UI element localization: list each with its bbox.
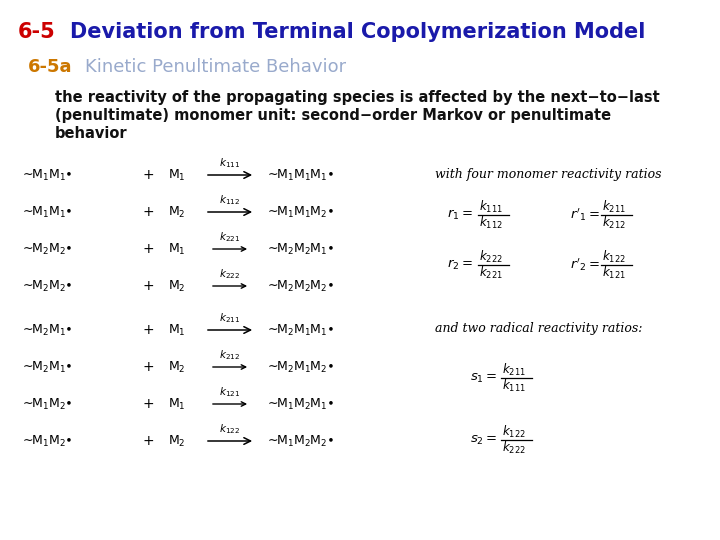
Text: $k_{111}$: $k_{111}$	[502, 378, 526, 394]
Text: +: +	[142, 205, 154, 219]
Text: $k_{221}$: $k_{221}$	[479, 265, 503, 281]
Text: 6-5: 6-5	[18, 22, 55, 42]
Text: $k_{122}$: $k_{122}$	[502, 424, 526, 440]
Text: $\mathrm{M_2}$: $\mathrm{M_2}$	[168, 434, 186, 449]
Text: $k_{121}$: $k_{121}$	[220, 385, 240, 399]
Text: $r_1 =$: $r_1 =$	[447, 208, 473, 222]
Text: $s_1 =$: $s_1 =$	[470, 372, 498, 384]
Text: Deviation from Terminal Copolymerization Model: Deviation from Terminal Copolymerization…	[70, 22, 645, 42]
Text: $r'_1 =$: $r'_1 =$	[570, 207, 600, 224]
Text: $k_{222}$: $k_{222}$	[479, 249, 503, 265]
Text: $k_{122}$: $k_{122}$	[602, 249, 626, 265]
Text: +: +	[142, 242, 154, 256]
Text: $\sim\!\!\mathrm{M_1M_1}{\bullet}$: $\sim\!\!\mathrm{M_1M_1}{\bullet}$	[20, 205, 73, 220]
Text: $\sim\!\!\mathrm{M_2M_2M_2}{\bullet}$: $\sim\!\!\mathrm{M_2M_2M_2}{\bullet}$	[265, 279, 335, 294]
Text: $\sim\!\!\mathrm{M_2M_2M_1}{\bullet}$: $\sim\!\!\mathrm{M_2M_2M_1}{\bullet}$	[265, 241, 335, 256]
Text: (penultimate) monomer unit: second−order Markov or penultimate: (penultimate) monomer unit: second−order…	[55, 108, 611, 123]
Text: behavior: behavior	[55, 126, 127, 141]
Text: $\sim\!\!\mathrm{M_2M_1M_2}{\bullet}$: $\sim\!\!\mathrm{M_2M_1M_2}{\bullet}$	[265, 360, 335, 375]
Text: $k_{211}$: $k_{211}$	[502, 362, 526, 378]
Text: $\sim\!\!\mathrm{M_1M_2}{\bullet}$: $\sim\!\!\mathrm{M_1M_2}{\bullet}$	[20, 396, 73, 411]
Text: $\sim\!\!\mathrm{M_1M_1}{\bullet}$: $\sim\!\!\mathrm{M_1M_1}{\bullet}$	[20, 167, 73, 183]
Text: $\mathrm{M_1}$: $\mathrm{M_1}$	[168, 241, 186, 256]
Text: $\sim\!\!\mathrm{M_1M_1M_1}{\bullet}$: $\sim\!\!\mathrm{M_1M_1M_1}{\bullet}$	[265, 167, 335, 183]
Text: $\mathrm{M_2}$: $\mathrm{M_2}$	[168, 279, 186, 294]
Text: $\sim\!\!\mathrm{M_1M_1M_2}{\bullet}$: $\sim\!\!\mathrm{M_1M_1M_2}{\bullet}$	[265, 205, 335, 220]
Text: $k_{221}$: $k_{221}$	[220, 230, 240, 244]
Text: $\sim\!\!\mathrm{M_1M_2}{\bullet}$: $\sim\!\!\mathrm{M_1M_2}{\bullet}$	[20, 434, 73, 449]
Text: and two radical reactivity ratios:: and two radical reactivity ratios:	[435, 322, 642, 335]
Text: $k_{112}$: $k_{112}$	[479, 215, 503, 231]
Text: +: +	[142, 279, 154, 293]
Text: $k_{212}$: $k_{212}$	[602, 215, 626, 231]
Text: +: +	[142, 323, 154, 337]
Text: $k_{211}$: $k_{211}$	[602, 199, 626, 215]
Text: $k_{222}$: $k_{222}$	[220, 267, 240, 281]
Text: $k_{111}$: $k_{111}$	[220, 156, 240, 170]
Text: +: +	[142, 168, 154, 182]
Text: $\mathrm{M_2}$: $\mathrm{M_2}$	[168, 205, 186, 220]
Text: $\sim\!\!\mathrm{M_2M_1}{\bullet}$: $\sim\!\!\mathrm{M_2M_1}{\bullet}$	[20, 360, 73, 375]
Text: $k_{112}$: $k_{112}$	[220, 193, 240, 207]
Text: $s_2 =$: $s_2 =$	[470, 434, 498, 447]
Text: $\sim\!\!\mathrm{M_2M_1}{\bullet}$: $\sim\!\!\mathrm{M_2M_1}{\bullet}$	[20, 322, 73, 338]
Text: $\mathrm{M_1}$: $\mathrm{M_1}$	[168, 396, 186, 411]
Text: $r'_2 =$: $r'_2 =$	[570, 256, 600, 273]
Text: $k_{222}$: $k_{222}$	[502, 440, 526, 456]
Text: $k_{212}$: $k_{212}$	[220, 348, 240, 362]
Text: $\sim\!\!\mathrm{M_1M_2M_2}{\bullet}$: $\sim\!\!\mathrm{M_1M_2M_2}{\bullet}$	[265, 434, 335, 449]
Text: $\mathrm{M_1}$: $\mathrm{M_1}$	[168, 167, 186, 183]
Text: $\mathrm{M_2}$: $\mathrm{M_2}$	[168, 360, 186, 375]
Text: +: +	[142, 397, 154, 411]
Text: $\sim\!\!\mathrm{M_2M_2}{\bullet}$: $\sim\!\!\mathrm{M_2M_2}{\bullet}$	[20, 279, 73, 294]
Text: $k_{211}$: $k_{211}$	[220, 311, 240, 325]
Text: $\sim\!\!\mathrm{M_1M_2M_1}{\bullet}$: $\sim\!\!\mathrm{M_1M_2M_1}{\bullet}$	[265, 396, 335, 411]
Text: $k_{121}$: $k_{121}$	[602, 265, 626, 281]
Text: $\sim\!\!\mathrm{M_2M_1M_1}{\bullet}$: $\sim\!\!\mathrm{M_2M_1M_1}{\bullet}$	[265, 322, 335, 338]
Text: $\sim\!\!\mathrm{M_2M_2}{\bullet}$: $\sim\!\!\mathrm{M_2M_2}{\bullet}$	[20, 241, 73, 256]
Text: $k_{122}$: $k_{122}$	[220, 422, 240, 436]
Text: Kinetic Penultimate Behavior: Kinetic Penultimate Behavior	[85, 58, 346, 76]
Text: $r_2 =$: $r_2 =$	[447, 258, 473, 272]
Text: +: +	[142, 434, 154, 448]
Text: the reactivity of the propagating species is affected by the next−to−last: the reactivity of the propagating specie…	[55, 90, 660, 105]
Text: $\mathrm{M_1}$: $\mathrm{M_1}$	[168, 322, 186, 338]
Text: +: +	[142, 360, 154, 374]
Text: 6-5a: 6-5a	[28, 58, 73, 76]
Text: $k_{111}$: $k_{111}$	[479, 199, 503, 215]
Text: with four monomer reactivity ratios: with four monomer reactivity ratios	[435, 168, 662, 181]
